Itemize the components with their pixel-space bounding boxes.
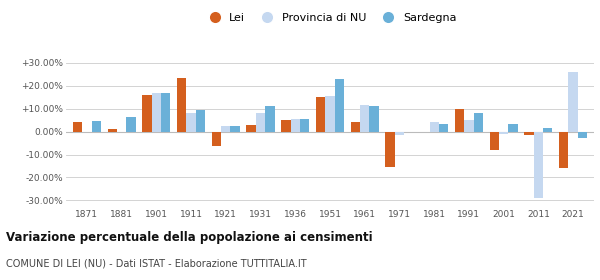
Bar xyxy=(73,122,82,132)
Bar xyxy=(92,121,101,132)
Bar xyxy=(281,120,290,132)
Bar xyxy=(265,106,275,132)
Bar xyxy=(559,132,568,168)
Bar xyxy=(177,78,187,132)
Bar xyxy=(395,132,404,135)
Bar xyxy=(534,132,543,198)
Bar xyxy=(473,113,483,132)
Bar xyxy=(247,125,256,132)
Bar xyxy=(370,106,379,132)
Bar xyxy=(187,113,196,132)
Bar xyxy=(107,129,117,132)
Bar xyxy=(290,119,300,132)
Bar xyxy=(439,123,448,132)
Bar xyxy=(490,132,499,150)
Bar xyxy=(161,93,170,132)
Bar xyxy=(152,93,161,132)
Bar xyxy=(126,117,136,132)
Bar xyxy=(360,105,370,132)
Bar xyxy=(212,132,221,146)
Bar xyxy=(316,97,325,132)
Bar xyxy=(464,120,473,132)
Bar xyxy=(230,126,240,132)
Bar xyxy=(142,95,152,132)
Bar xyxy=(455,109,464,132)
Bar xyxy=(543,128,553,132)
Bar xyxy=(499,132,508,134)
Text: Variazione percentuale della popolazione ai censimenti: Variazione percentuale della popolazione… xyxy=(6,231,373,244)
Bar xyxy=(350,122,360,132)
Bar xyxy=(221,126,230,132)
Bar xyxy=(578,132,587,139)
Bar xyxy=(430,122,439,132)
Bar xyxy=(256,113,265,132)
Legend: Lei, Provincia di NU, Sardegna: Lei, Provincia di NU, Sardegna xyxy=(199,9,461,27)
Bar xyxy=(385,132,395,167)
Bar xyxy=(524,132,534,135)
Bar xyxy=(196,110,205,132)
Bar xyxy=(325,96,335,132)
Bar xyxy=(300,119,310,132)
Text: COMUNE DI LEI (NU) - Dati ISTAT - Elaborazione TUTTITALIA.IT: COMUNE DI LEI (NU) - Dati ISTAT - Elabor… xyxy=(6,259,307,269)
Bar xyxy=(568,72,578,132)
Bar xyxy=(508,123,518,132)
Bar xyxy=(335,79,344,132)
